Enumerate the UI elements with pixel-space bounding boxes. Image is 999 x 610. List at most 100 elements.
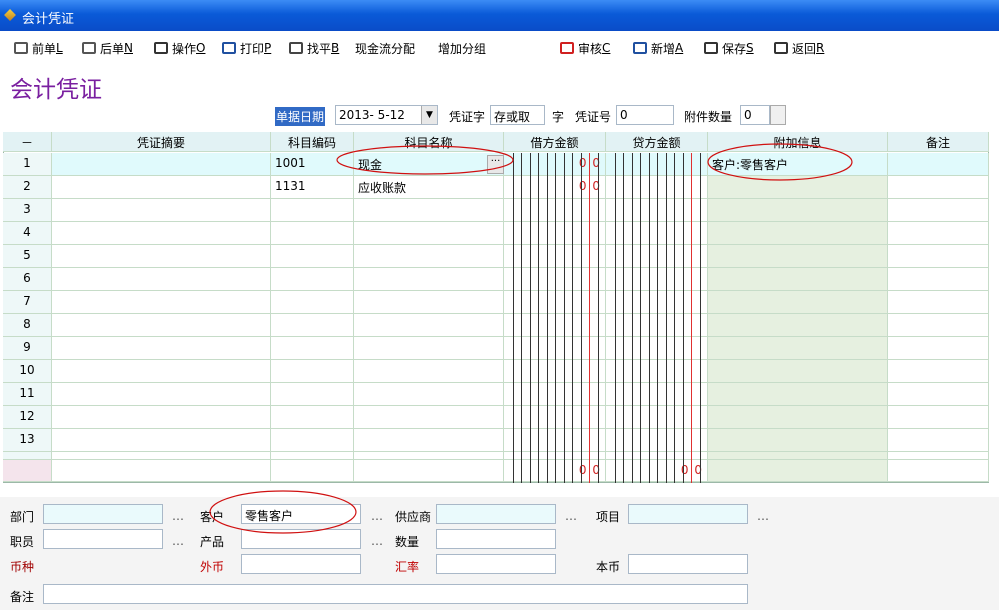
digit-line <box>546 153 548 176</box>
digit-line <box>682 406 684 429</box>
date-value: 2013- 5-12 <box>339 108 405 122</box>
digit-line <box>640 429 641 452</box>
digit-line <box>691 429 692 452</box>
toolbar-button[interactable]: 打印 P <box>222 40 271 56</box>
window-title: 会计凭证 <box>22 12 75 27</box>
column-header: 贷方金额 <box>606 132 708 152</box>
field-input[interactable] <box>436 529 556 549</box>
toolbar-button[interactable]: 返回 R <box>774 40 824 56</box>
digit-line <box>631 406 633 429</box>
toolbar-button[interactable]: 增加分组 <box>438 40 486 56</box>
digit-line <box>691 460 692 483</box>
table-cell <box>354 222 504 245</box>
table-cell <box>354 360 504 383</box>
digit-line <box>665 199 667 222</box>
digit-line <box>521 291 522 314</box>
digit-line <box>555 429 556 452</box>
table-cell <box>271 337 354 360</box>
digit-line <box>589 314 590 337</box>
digit-line <box>555 222 556 245</box>
digit-line <box>538 245 539 268</box>
digit-line <box>699 460 701 483</box>
field-input[interactable] <box>436 504 556 524</box>
lookup-button[interactable]: … <box>757 509 769 523</box>
toolbar-button[interactable]: 找平 B <box>289 40 339 56</box>
table-cell: 8 <box>3 314 52 337</box>
field-input[interactable] <box>436 554 556 574</box>
digit-line <box>529 429 531 452</box>
lookup-button[interactable]: … <box>172 534 184 548</box>
table-cell: 9 <box>3 337 52 360</box>
digit-line <box>529 460 531 483</box>
digit-line <box>657 291 658 314</box>
field-input[interactable]: 零售客户 <box>241 504 361 524</box>
digit-line <box>640 268 641 291</box>
toolbar-label: 操作 <box>172 41 197 56</box>
digit-line <box>597 176 599 199</box>
field-input[interactable] <box>628 554 748 574</box>
field-input[interactable] <box>628 504 748 524</box>
table-cell: 11 <box>3 383 52 406</box>
voucher-word-field[interactable]: 存或取 <box>490 105 545 125</box>
toolbar-button[interactable]: 新增 A <box>633 40 683 56</box>
lookup-button[interactable]: … <box>371 509 383 523</box>
ellipsis-button[interactable]: ··· <box>487 155 504 174</box>
date-label: 单据日期 <box>275 107 326 126</box>
shortcut-key: O <box>196 41 206 55</box>
lookup-button[interactable]: … <box>565 509 577 523</box>
table-cell <box>888 429 989 452</box>
digit-line <box>580 429 582 452</box>
table-cell <box>354 268 504 291</box>
field-input[interactable] <box>43 529 163 549</box>
toolbar-button[interactable]: 审核 C <box>560 40 610 56</box>
field-input[interactable] <box>43 504 163 524</box>
table-cell <box>52 222 271 245</box>
digit-line <box>665 406 667 429</box>
table-cell: 12 <box>3 406 52 429</box>
digit-line <box>699 176 701 199</box>
lookup-button[interactable]: … <box>172 509 184 523</box>
toolbar-button[interactable]: 后单 N <box>82 40 133 56</box>
toolbar-button[interactable]: 操作 O <box>154 40 205 56</box>
digit-line <box>597 314 599 337</box>
digit-line <box>572 199 573 222</box>
digit-line <box>623 245 624 268</box>
spin-button[interactable] <box>770 105 786 125</box>
shortcut-key: R <box>816 41 825 55</box>
toolbar-button[interactable]: 前单 L <box>14 40 63 56</box>
app-icon <box>4 9 16 21</box>
digit-line <box>529 314 531 337</box>
digit-line <box>572 245 573 268</box>
digit-line <box>563 360 565 383</box>
table-cell <box>271 245 354 268</box>
digit-line <box>521 460 522 483</box>
table-cell <box>52 337 271 360</box>
digit-line <box>538 314 539 337</box>
digit-line <box>555 360 556 383</box>
digit-line <box>682 314 684 337</box>
field-value: 零售客户 <box>245 509 294 523</box>
toolbar-icon <box>154 42 168 54</box>
digit-line <box>597 360 599 383</box>
lookup-button[interactable]: … <box>371 534 383 548</box>
digit-line <box>538 360 539 383</box>
table-cell <box>708 199 888 222</box>
digit-line <box>580 337 582 360</box>
digit-line <box>657 222 658 245</box>
digit-line <box>538 429 539 452</box>
field-label: 本币 <box>596 560 621 574</box>
digit-line <box>529 337 531 360</box>
digit-line <box>572 176 573 199</box>
table-cell <box>888 406 989 429</box>
digit-line <box>648 153 650 176</box>
toolbar-label: 找平 <box>307 41 332 56</box>
toolbar-button[interactable]: 现金流分配 <box>355 40 415 56</box>
remark-input[interactable] <box>43 584 748 604</box>
table-cell: 6 <box>3 268 52 291</box>
table-cell <box>708 360 888 383</box>
digit-line <box>597 429 599 452</box>
digit-line <box>538 460 539 483</box>
field-input[interactable] <box>241 529 361 549</box>
toolbar-button[interactable]: 保存 S <box>704 40 754 56</box>
field-input[interactable] <box>241 554 361 574</box>
